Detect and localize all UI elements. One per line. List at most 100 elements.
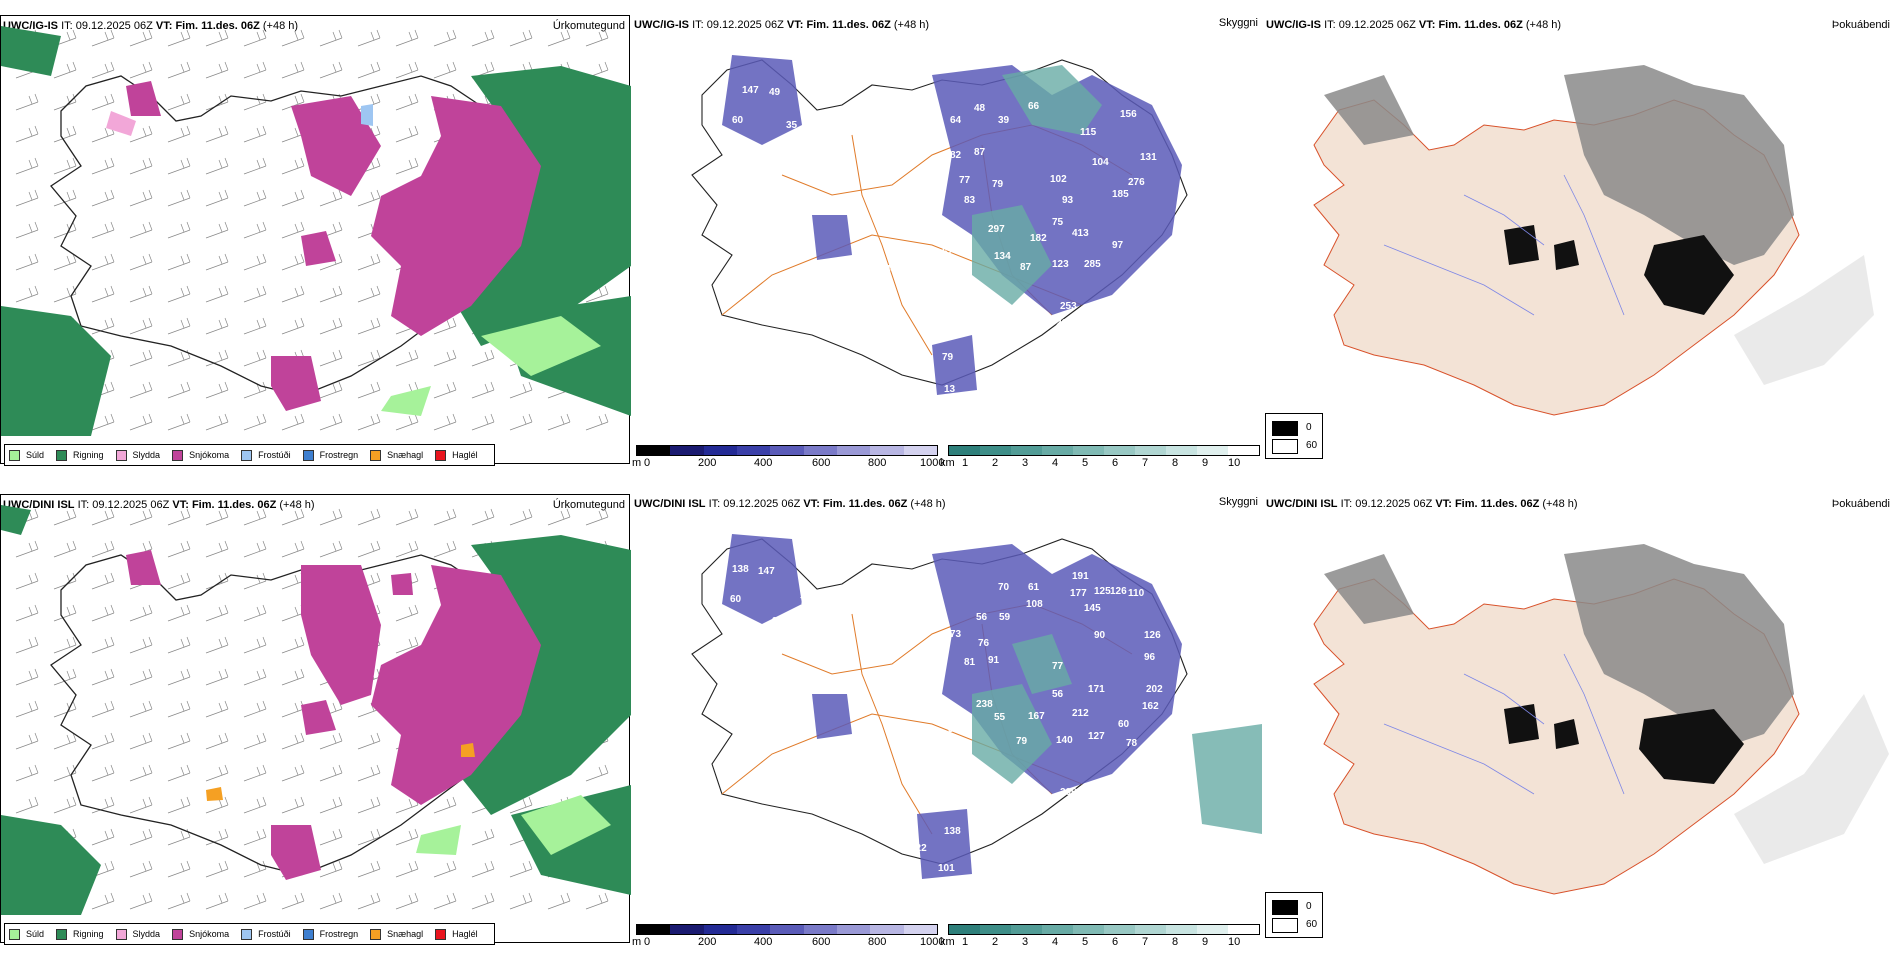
vis-label: 147	[758, 566, 775, 577]
cbar-segment	[736, 446, 771, 455]
wind-barb	[357, 764, 381, 782]
wind-barb	[15, 636, 39, 654]
wind-barb	[91, 796, 115, 814]
vis-label: 115	[1080, 127, 1097, 138]
wind-barb	[433, 540, 457, 558]
tick: 200	[698, 457, 717, 469]
fog-map	[1313, 65, 1874, 416]
vis-label: 90	[1094, 630, 1106, 641]
cbar-segment	[980, 925, 1011, 934]
wind-barb	[433, 317, 457, 335]
cbar-segment	[1011, 925, 1042, 934]
vis-label: 126	[1110, 586, 1127, 597]
wind-barb	[319, 796, 343, 814]
wind-barb	[129, 29, 153, 47]
wind-barb	[585, 764, 609, 782]
legend-swatch	[435, 928, 447, 940]
wind-barb	[15, 189, 39, 207]
vis-label: 66	[1028, 101, 1040, 112]
wind-barb	[243, 285, 267, 303]
vis-label: 202	[1146, 684, 1163, 695]
tick: 0	[644, 457, 651, 469]
wind-barb	[91, 572, 115, 590]
precip-legend: Súld Rigning Slydda Snjókoma Frostúði Fr…	[4, 444, 495, 466]
fog-gray	[1324, 544, 1794, 744]
wind-barb	[319, 508, 343, 526]
wind-barb	[91, 157, 115, 175]
wind-barb	[129, 189, 153, 207]
wind-barb	[53, 604, 77, 622]
offshore-fog	[1734, 694, 1889, 864]
cbar-segment	[903, 925, 937, 934]
vis-label: 162	[1142, 701, 1159, 712]
wind-barb	[167, 317, 191, 335]
wind-barb	[205, 221, 229, 239]
height-bar	[636, 445, 938, 456]
wind-barb	[205, 61, 229, 79]
snow-area	[126, 81, 541, 411]
wind-barb	[243, 860, 267, 878]
panel-title: UWC/DINI ISL IT: 09.12.2025 06Z VT: Fim.…	[1266, 498, 1578, 510]
wind-barb	[167, 189, 191, 207]
wind-barb	[91, 221, 115, 239]
wind-barb	[167, 125, 191, 143]
tick: 5	[1082, 457, 1089, 469]
wind-barb	[53, 508, 77, 526]
vis-label: 238	[976, 699, 993, 710]
wind-barb	[319, 828, 343, 846]
vis-label: 60	[1118, 719, 1130, 730]
tick: 9	[1202, 936, 1209, 948]
variable-name: Úrkomutegund	[552, 499, 625, 511]
wind-barb	[129, 61, 153, 79]
wind-barb	[395, 93, 419, 111]
wind-barb	[53, 125, 77, 143]
wind-barb	[243, 764, 267, 782]
fog-gray	[1324, 65, 1794, 265]
legend-swatch	[115, 449, 127, 461]
tick: 1000	[920, 457, 945, 469]
visibility-map: 138 147 60 94 75 70 56 73 76 81 91 59 61…	[691, 534, 1262, 879]
wind-barb	[243, 508, 267, 526]
wind-barb	[15, 700, 39, 718]
cbar-segment	[1135, 446, 1166, 455]
wind-barb	[395, 860, 419, 878]
wind-barb	[357, 285, 381, 303]
legend-swatch	[241, 449, 253, 461]
wind-barb	[471, 892, 495, 910]
wind-barb	[357, 61, 381, 79]
precip-legend: Súld Rigning Slydda Snjókoma Frostúði Fr…	[4, 923, 495, 945]
cbar-segment	[903, 446, 937, 455]
vis-label: 101	[938, 863, 955, 874]
tick: 6	[1112, 457, 1119, 469]
wind-barb	[53, 636, 77, 654]
wind-barb	[167, 732, 191, 750]
wind-barb	[167, 157, 191, 175]
height-bar	[636, 924, 938, 935]
wind-barb	[243, 189, 267, 207]
tick: 10	[1228, 457, 1241, 469]
wind-barb	[433, 892, 457, 910]
wind-barb	[205, 125, 229, 143]
wind-barb	[167, 860, 191, 878]
wind-barb	[167, 61, 191, 79]
legend-item: Slydda	[115, 449, 160, 461]
vis-label: 60	[732, 115, 744, 126]
legend-item: Frostúði	[241, 449, 291, 461]
wind-barb	[319, 413, 343, 431]
visibility-panel-row2: UWC/DINI ISL IT: 09.12.2025 06Z VT: Fim.…	[632, 494, 1323, 954]
cbar-segment	[770, 925, 804, 934]
panel-title: UWC/DINI ISL IT: 09.12.2025 06Z VT: Fim.…	[634, 498, 946, 510]
vis-label: 79	[942, 352, 954, 363]
wind-barb	[433, 61, 457, 79]
wind-barb	[357, 381, 381, 399]
fog-area-teal	[972, 65, 1102, 305]
fog-area-teal	[972, 634, 1262, 834]
variable-name: Skyggni	[1218, 496, 1258, 508]
wind-barb	[167, 668, 191, 686]
cbar-segment	[1166, 925, 1197, 934]
wind-barb	[243, 157, 267, 175]
legend-item: Snæhagl	[370, 928, 423, 940]
cbar-segment	[770, 446, 804, 455]
wind-barb	[471, 860, 495, 878]
tick: 600	[812, 936, 831, 948]
